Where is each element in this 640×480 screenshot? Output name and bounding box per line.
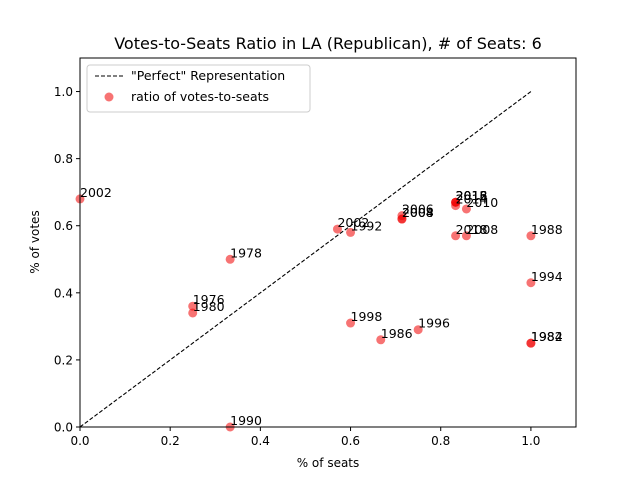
data-point	[451, 197, 461, 207]
point-label: 1996	[418, 316, 450, 331]
y-tick-label: 0.8	[54, 152, 73, 166]
perfect-representation-line	[79, 91, 532, 428]
legend-label-reference: "Perfect" Representation	[131, 68, 285, 83]
point-label: 2002	[337, 215, 369, 230]
point-label: 1986	[381, 326, 413, 341]
plot-frame	[79, 57, 577, 428]
point-label: 2006	[402, 202, 434, 217]
point-label: 2004	[402, 205, 434, 220]
point-label: 1978	[230, 245, 262, 260]
data-point	[461, 231, 471, 241]
data-point	[526, 231, 536, 241]
legend-box	[86, 64, 311, 113]
point-label: 2016	[456, 188, 488, 203]
point-label: 2018	[456, 222, 488, 237]
data-point	[376, 335, 386, 345]
x-tick-label: 0.8	[431, 434, 450, 448]
y-axis-label: % of votes	[28, 210, 42, 273]
legend-label-series: ratio of votes-to-seats	[131, 89, 269, 104]
point-label: 2018	[456, 188, 488, 203]
data-point	[413, 325, 423, 335]
data-point	[461, 204, 471, 214]
point-label: 2002	[80, 185, 112, 200]
x-axis-label: % of seats	[297, 456, 360, 470]
data-point	[225, 254, 235, 264]
data-point	[188, 301, 198, 311]
chart-title: Votes-to-Seats Ratio in LA (Republican),…	[114, 34, 542, 53]
axis-ticks: 0.0 0.2 0.4 0.6 0.8 1.0 0.0 0.2 0.4 0.6 0.8 1.0	[54, 85, 541, 448]
reference-line-layer	[79, 91, 532, 428]
point-label: 1994	[531, 269, 563, 284]
point-label: 2008	[466, 222, 498, 237]
point-label: 1990	[230, 413, 262, 428]
data-point	[188, 308, 198, 318]
point-label: 2012	[456, 188, 488, 203]
x-tick-label: 1.0	[521, 434, 540, 448]
point-label: 2010	[466, 195, 498, 210]
data-point	[526, 338, 536, 348]
y-tick-label: 0.6	[54, 219, 73, 233]
data-point	[526, 278, 536, 288]
data-point	[397, 214, 407, 224]
point-label: 2014	[456, 192, 488, 207]
point-label: 2008	[402, 205, 434, 220]
data-point	[332, 224, 342, 234]
legend-point-swatch	[104, 92, 114, 102]
point-label: 1998	[351, 309, 383, 324]
y-tick-label: 0.4	[54, 286, 73, 300]
legend: "Perfect" Representation ratio of votes-…	[86, 64, 311, 113]
point-label: 1976	[193, 292, 225, 307]
x-tick-label: 0.0	[70, 434, 89, 448]
x-tick-label: 0.2	[161, 434, 180, 448]
y-tick-label: 0.0	[54, 421, 73, 435]
point-label: 1982	[531, 329, 563, 344]
y-tick-label: 0.2	[54, 353, 73, 367]
x-tick-label: 0.6	[341, 434, 360, 448]
data-point	[451, 231, 461, 241]
point-label: 1980	[193, 299, 225, 314]
data-point	[346, 227, 356, 237]
y-tick-label: 1.0	[54, 85, 73, 99]
x-tick-label: 0.4	[251, 434, 270, 448]
data-point	[346, 318, 356, 328]
point-label: 1992	[351, 218, 383, 233]
point-label: 1984	[531, 329, 563, 344]
points-layer	[75, 194, 536, 432]
point-label: 1988	[531, 222, 563, 237]
